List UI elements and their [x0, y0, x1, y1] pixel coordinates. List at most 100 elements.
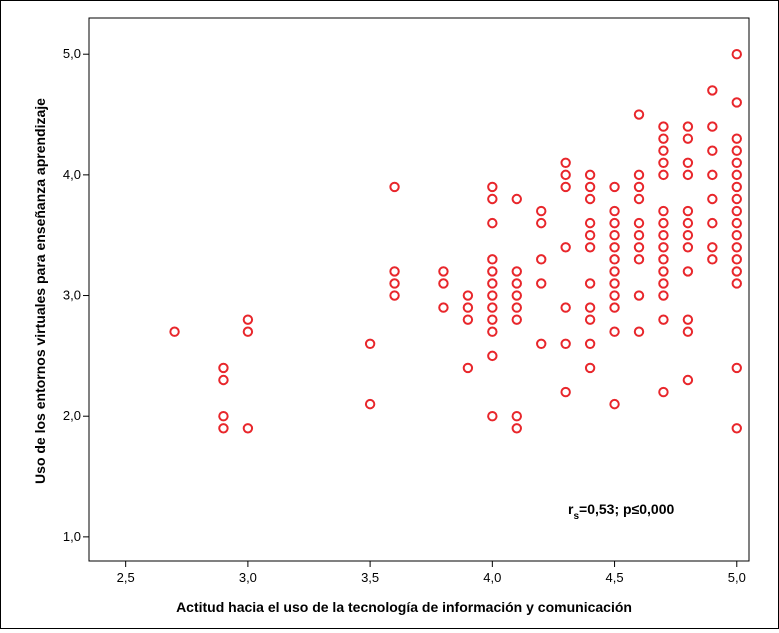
data-point	[633, 290, 645, 301]
data-point	[560, 242, 571, 253]
data-point	[364, 398, 376, 410]
data-point	[682, 242, 694, 253]
data-point	[487, 302, 498, 313]
data-point	[658, 157, 669, 169]
data-point	[560, 386, 571, 398]
data-point	[731, 49, 742, 60]
data-point	[462, 314, 474, 325]
data-points	[169, 49, 742, 434]
data-point	[731, 145, 742, 156]
data-point	[609, 278, 620, 289]
data-point	[487, 290, 498, 301]
data-point	[536, 205, 547, 217]
data-point	[731, 217, 742, 229]
data-point	[633, 230, 645, 241]
data-point	[682, 157, 694, 169]
data-point	[560, 169, 571, 181]
data-point	[487, 314, 498, 325]
data-point	[511, 314, 522, 325]
data-point	[633, 109, 645, 120]
data-point	[584, 230, 596, 241]
data-point	[511, 193, 522, 205]
data-point	[658, 266, 669, 277]
data-point	[438, 302, 449, 313]
data-point	[633, 181, 645, 193]
data-point	[536, 278, 547, 289]
x-tick-label: 2,5	[117, 570, 135, 585]
data-point	[731, 278, 742, 289]
data-point	[169, 326, 180, 337]
data-point	[682, 121, 694, 132]
data-point	[707, 242, 718, 253]
data-point	[682, 314, 694, 325]
data-point	[242, 423, 254, 434]
annotation-r: r	[568, 501, 574, 517]
data-point	[682, 169, 694, 181]
annotation-subscript: s	[573, 511, 579, 522]
data-point	[707, 85, 718, 96]
data-point	[511, 302, 522, 313]
data-point	[536, 338, 547, 349]
data-point	[389, 181, 400, 193]
data-point	[487, 278, 498, 289]
data-point	[609, 290, 620, 301]
data-point	[584, 362, 596, 374]
annotation-value: =0,53; p≤0,000	[579, 501, 674, 517]
data-point	[731, 169, 742, 181]
data-point	[609, 181, 620, 193]
data-point	[658, 133, 669, 144]
y-tick-label: 5,0	[63, 46, 81, 61]
data-point	[584, 314, 596, 325]
data-point	[731, 266, 742, 277]
data-point	[658, 290, 669, 301]
data-point	[218, 411, 229, 422]
data-point	[658, 278, 669, 289]
data-point	[707, 121, 718, 132]
y-tick-label: 4,0	[63, 167, 81, 182]
data-point	[658, 121, 669, 132]
data-point	[389, 278, 400, 289]
data-point	[633, 193, 645, 205]
data-point	[584, 193, 596, 205]
x-axis-label: Actitud hacia el uso de la tecnología de…	[176, 599, 632, 615]
data-point	[731, 181, 742, 193]
data-point	[511, 411, 522, 422]
data-point	[731, 423, 742, 434]
data-point	[487, 254, 498, 265]
data-point	[658, 145, 669, 156]
y-axis-label: Uso de los entornos virtuales para enseñ…	[32, 98, 48, 484]
data-point	[609, 242, 620, 253]
data-point	[584, 181, 596, 193]
data-point	[658, 169, 669, 181]
data-point	[560, 338, 571, 349]
data-point	[584, 302, 596, 313]
data-point	[633, 326, 645, 337]
correlation-annotation: rs=0,53; p≤0,000	[568, 501, 674, 522]
y-axis: 1,0 2,0 3,0 4,0 5,0	[63, 46, 89, 544]
data-point	[731, 193, 742, 205]
data-point	[609, 302, 620, 313]
data-point	[242, 314, 254, 325]
data-point	[560, 181, 571, 193]
data-point	[731, 242, 742, 253]
data-point	[462, 302, 474, 313]
data-point	[658, 205, 669, 217]
data-point	[609, 266, 620, 277]
data-point	[536, 254, 547, 265]
data-point	[682, 217, 694, 229]
data-point	[707, 169, 718, 181]
data-point	[731, 97, 742, 108]
data-point	[389, 266, 400, 277]
x-axis: 2,5 3,0 3,5 4,0 4,5 5,0	[117, 561, 746, 585]
data-point	[682, 374, 694, 386]
data-point	[731, 230, 742, 241]
x-tick-label: 3,5	[361, 570, 379, 585]
data-point	[658, 217, 669, 229]
data-point	[658, 230, 669, 241]
data-point	[609, 326, 620, 337]
data-point	[731, 157, 742, 169]
data-point	[511, 266, 522, 277]
data-point	[584, 278, 596, 289]
